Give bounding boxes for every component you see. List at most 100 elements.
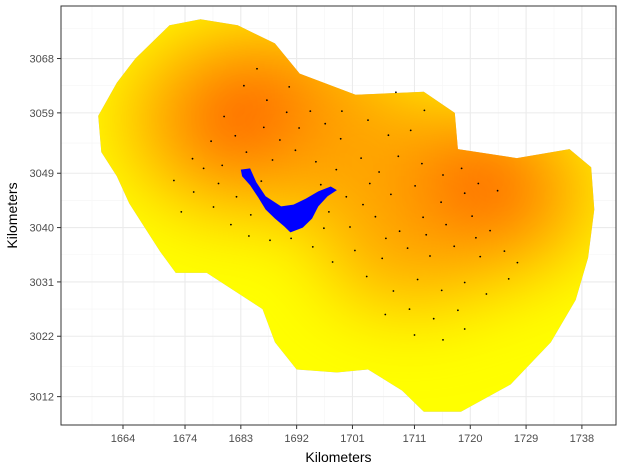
sample-point (398, 230, 401, 233)
sample-point (367, 119, 369, 121)
x-tick-label: 1701 (340, 433, 364, 445)
sample-point (212, 206, 215, 208)
sample-point (489, 229, 491, 232)
sample-point (503, 250, 506, 253)
sample-point (457, 309, 459, 312)
sample-point (192, 191, 195, 193)
sample-point (290, 237, 292, 240)
sample-point (288, 86, 291, 88)
sample-point (507, 278, 510, 280)
sample-point (463, 192, 466, 195)
sample-point (260, 180, 263, 183)
sample-point (349, 226, 351, 228)
sample-point (440, 289, 443, 292)
x-tick-label: 1720 (458, 433, 482, 445)
sample-point (294, 149, 297, 152)
sample-point (243, 84, 245, 87)
sample-point (319, 183, 322, 186)
y-tick-label: 3040 (30, 223, 54, 235)
sample-point (414, 185, 416, 187)
sample-point (279, 139, 281, 141)
sample-point (442, 174, 444, 176)
sample-point (354, 249, 356, 252)
sample-point (298, 127, 300, 129)
sample-point (341, 110, 343, 112)
sample-point (331, 261, 334, 263)
sample-point (285, 111, 288, 114)
sample-point (397, 155, 400, 158)
x-tick-label: 1729 (514, 433, 538, 445)
sample-point (463, 281, 466, 284)
sample-point (422, 216, 424, 219)
sample-point (409, 129, 412, 132)
sample-point (180, 211, 183, 213)
y-tick-label: 3059 (30, 108, 54, 120)
sample-point (191, 157, 194, 160)
sample-point (328, 211, 330, 213)
sample-point (496, 189, 499, 192)
sample-point (413, 334, 416, 336)
sample-point (368, 182, 371, 185)
y-axis: 3012 3022 3031 3040 3049 3059 3068 (30, 54, 61, 404)
sample-point (442, 339, 444, 341)
sample-point (471, 215, 473, 218)
sample-point (217, 182, 220, 185)
sample-point (432, 317, 435, 320)
sample-point (475, 236, 477, 239)
sample-point (516, 261, 519, 264)
sample-point (416, 278, 419, 281)
hotspot-outer (258, 84, 447, 215)
sample-point (374, 215, 377, 218)
sample-point (324, 122, 327, 125)
sample-point (235, 195, 238, 198)
sample-point (421, 162, 423, 165)
panel-border (60, 5, 617, 426)
sample-point (392, 290, 395, 292)
x-axis-title: Kilometers (305, 449, 371, 465)
sample-point (266, 99, 268, 102)
sample-point (408, 308, 411, 310)
sample-point (335, 168, 338, 171)
x-tick-label: 1711 (403, 433, 427, 445)
y-tick-label: 3049 (30, 168, 54, 180)
sample-point (395, 91, 397, 94)
sample-point (445, 223, 447, 226)
sample-point (440, 201, 442, 204)
sample-point (345, 195, 348, 198)
sample-point (249, 214, 252, 216)
sample-point (387, 134, 390, 137)
sample-point (173, 179, 175, 182)
sample-point (309, 110, 312, 112)
sample-point (479, 255, 482, 258)
lake (240, 168, 337, 233)
x-tick-label: 1683 (229, 433, 253, 445)
sample-point (453, 245, 456, 248)
sample-point (269, 239, 271, 242)
y-tick-label: 3031 (30, 277, 54, 289)
sample-point (202, 167, 205, 170)
sample-point (311, 246, 314, 248)
sample-point (390, 193, 392, 196)
sample-point (248, 235, 250, 237)
sample-point (477, 182, 480, 185)
y-axis-title: Kilometers (4, 182, 20, 248)
sample-point (485, 293, 488, 295)
sample-point (315, 160, 317, 163)
sample-point (423, 109, 426, 112)
sample-point (406, 247, 409, 250)
x-axis: 1664 1674 1683 1692 1701 1711 1720 1729 1738 (111, 425, 594, 445)
x-tick-label: 1664 (111, 433, 135, 445)
sample-point (384, 313, 387, 316)
sample-point (339, 137, 342, 140)
sample-point (381, 257, 384, 260)
sample-point (245, 151, 248, 154)
sample-point (425, 233, 428, 236)
sample-point (463, 328, 466, 330)
sample-point (230, 223, 232, 226)
x-tick-label: 1738 (570, 433, 594, 445)
x-tick-label: 1674 (173, 433, 197, 445)
sample-point (210, 140, 213, 143)
sample-point (429, 255, 431, 257)
sample-point (256, 67, 258, 70)
